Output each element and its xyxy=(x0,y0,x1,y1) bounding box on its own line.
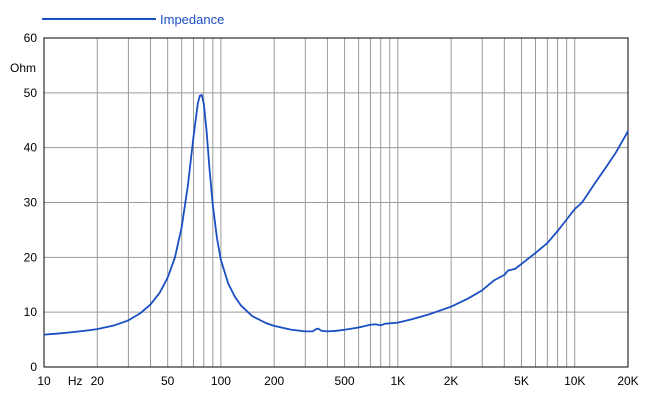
plot-frame xyxy=(43,37,629,368)
y-tick-label: 0 xyxy=(30,360,37,374)
y-tick-label: 10 xyxy=(24,305,38,319)
x-tick-label: 500 xyxy=(335,374,355,388)
x-tick-label: 5K xyxy=(514,374,529,388)
legend: Impedance xyxy=(42,12,224,27)
x-tick-label: 20K xyxy=(617,374,638,388)
series-layer xyxy=(43,94,629,336)
series-line-impedance xyxy=(43,94,629,336)
y-axis-unit-label: Ohm xyxy=(10,61,36,75)
y-tick-label: 50 xyxy=(24,86,38,100)
x-tick-label: 1K xyxy=(390,374,405,388)
y-axis-ticks: 0 10 20 30 40 50 60 xyxy=(24,31,38,374)
legend-label: Impedance xyxy=(160,12,224,27)
x-tick-label: 20 xyxy=(91,374,105,388)
x-tick-label: 100 xyxy=(211,374,231,388)
x-tick-label: 10 xyxy=(37,374,51,388)
x-tick-label: 2K xyxy=(444,374,459,388)
x-tick-label: 50 xyxy=(161,374,175,388)
x-tick-label: Hz xyxy=(68,374,83,388)
y-tick-label: 20 xyxy=(24,250,38,264)
y-tick-label: 60 xyxy=(24,31,38,45)
x-tick-label: 200 xyxy=(264,374,284,388)
x-tick-label: 10K xyxy=(564,374,585,388)
x-axis-ticks: 10 Hz 20 50 100 200 500 1K 2K 5K 10K 20K xyxy=(37,374,638,388)
y-tick-label: 30 xyxy=(24,196,38,210)
y-tick-label: 40 xyxy=(24,141,38,155)
